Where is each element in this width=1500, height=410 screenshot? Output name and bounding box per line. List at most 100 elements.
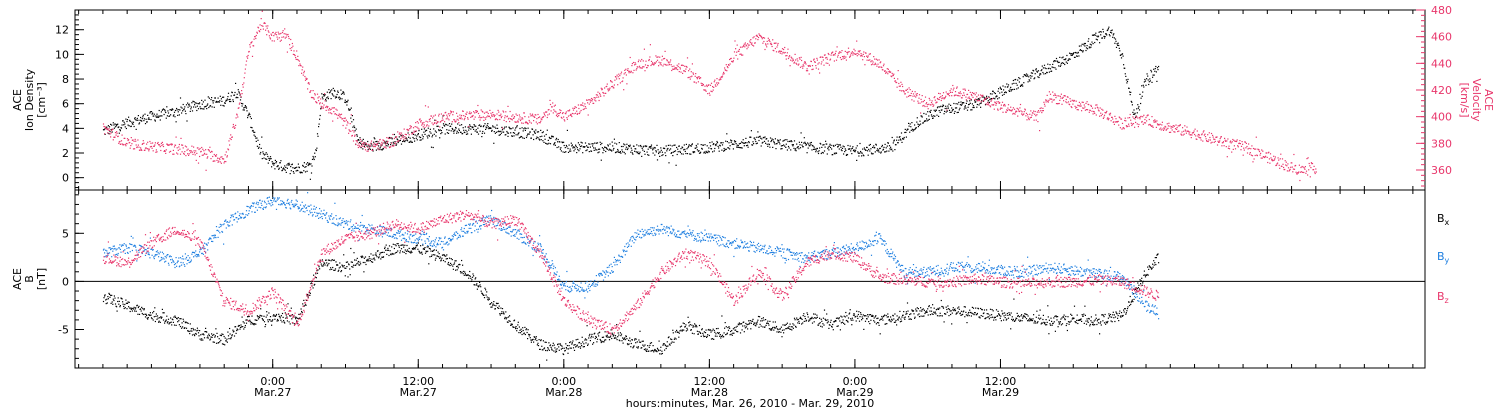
data-point [1118,124,1120,126]
data-point [320,108,322,110]
data-point [860,55,862,57]
data-point [744,42,746,44]
data-point [1041,112,1043,114]
data-point [769,40,771,43]
data-point [1031,72,1034,74]
data-point [593,102,595,104]
data-point [844,57,846,59]
data-point [635,63,637,65]
data-point [414,134,416,136]
data-point [1154,68,1156,70]
data-point [567,147,569,150]
data-point [327,264,329,266]
data-point [245,64,247,66]
data-point [358,143,360,145]
data-point [849,56,851,58]
data-point [277,31,279,33]
data-point [295,170,297,172]
data-point [322,107,325,109]
data-point [542,140,544,142]
data-point [522,122,524,124]
data-point [773,50,775,52]
data-point [110,136,112,138]
data-point [196,152,198,154]
data-point [153,145,155,147]
data-point [1011,109,1013,111]
data-point [1049,64,1051,66]
data-point [1129,91,1131,93]
data-point [356,135,358,137]
data-point [452,128,454,130]
data-point [881,146,883,148]
data-point [1081,110,1083,112]
data-point [128,139,130,141]
data-point [191,334,194,336]
data-point [917,126,919,128]
data-point [1022,76,1024,78]
data-point [948,92,950,94]
data-point [151,113,153,115]
data-point [878,149,880,151]
data-point [482,126,484,128]
data-point [304,171,307,173]
data-point [666,148,668,150]
data-point [386,142,388,144]
data-point [1129,94,1131,96]
data-point [630,71,632,74]
data-point [143,142,145,144]
data-point [361,143,363,146]
data-point [682,72,684,74]
data-point [732,61,734,63]
data-point [1086,45,1088,47]
data-point [791,141,793,143]
data-point [504,117,506,119]
data-point [1060,64,1062,66]
data-point [279,162,281,164]
data-point [838,52,840,54]
data-point [624,153,626,155]
data-point [971,103,973,105]
data-point [914,124,916,126]
data-point [1092,43,1094,45]
data-point [290,38,292,41]
data-point [700,151,702,153]
data-point [547,143,549,145]
data-point [742,142,744,144]
data-point [568,144,570,146]
data-point [909,123,911,125]
data-point [982,94,984,96]
data-point [367,150,369,152]
data-point [224,337,226,339]
data-point [554,144,556,146]
data-point [936,97,939,100]
data-point [867,56,869,58]
data-point [1178,125,1180,127]
data-point [1082,51,1084,53]
data-point [378,141,380,143]
data-point [564,147,566,149]
data-point [841,150,843,152]
data-point [956,111,958,114]
data-point [521,127,523,129]
data-point [144,313,146,315]
data-point [284,165,286,167]
data-point [345,119,347,121]
data-point [278,168,280,170]
data-point [1143,81,1145,83]
data-point [524,127,526,129]
data-point [1103,35,1105,37]
data-point [616,78,618,80]
data-point [314,93,316,95]
data-point [1151,116,1153,118]
data-point [851,52,853,54]
data-point [1114,42,1116,44]
data-point [330,90,332,92]
data-point [655,61,657,63]
data-point [245,106,247,108]
data-point [1102,117,1104,119]
data-point [863,155,865,157]
data-point [241,326,243,328]
data-point [884,151,886,153]
data-point [874,147,876,149]
data-point [1043,64,1046,66]
